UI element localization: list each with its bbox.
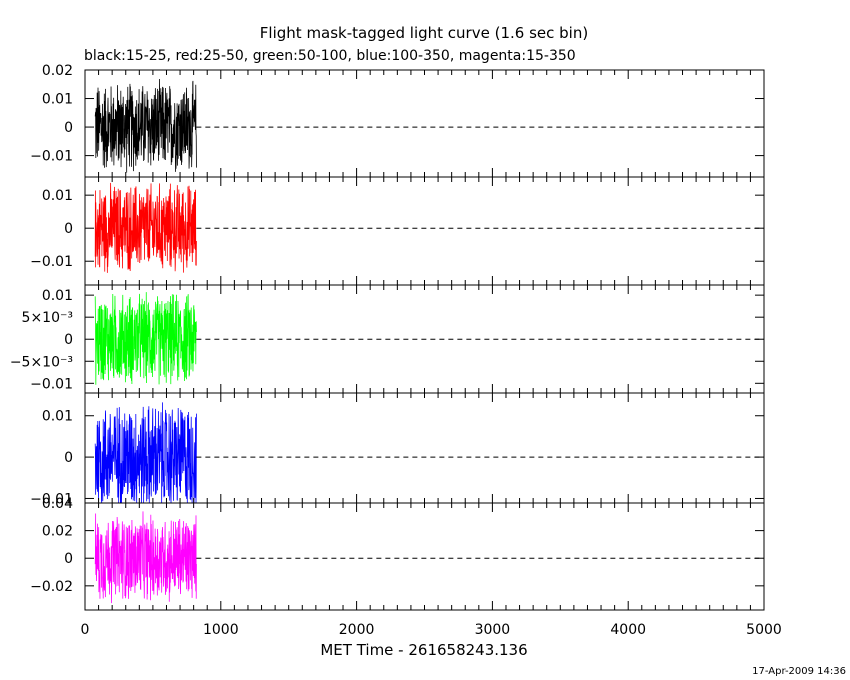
light-curve-50-100: [94, 292, 197, 385]
chart-subtitle: black:15-25, red:25-50, green:50-100, bl…: [84, 48, 576, 64]
y-tick-label: 0: [64, 450, 73, 466]
panel-15-25: 0.02 0.01 0 −0.01: [30, 63, 765, 178]
y-tick-label: 0.01: [42, 188, 73, 204]
x-tick-label: 1000: [203, 622, 239, 638]
y-tick-label: −0.01: [30, 491, 73, 507]
y-tick-label: −0.02: [30, 579, 73, 595]
x-tick-label: 0: [81, 622, 90, 638]
light-curve-25-50: [94, 182, 197, 273]
y-tick-label: 0.01: [42, 92, 73, 108]
y-tick-label: 0: [64, 221, 73, 237]
y-tick-label: 0: [64, 332, 73, 348]
y-tick-label: 5×10⁻³: [22, 310, 73, 326]
chart-title: Flight mask-tagged light curve (1.6 sec …: [260, 24, 588, 42]
x-tick-label: 4000: [610, 622, 646, 638]
panel-100-350: 0.01 0 −0.01: [30, 392, 765, 507]
y-tick-label: 0.01: [42, 288, 73, 304]
panel-25-50: 0.01 0 −0.01: [30, 176, 765, 286]
x-tick-label: 5000: [746, 622, 782, 638]
x-tick-label: 3000: [475, 622, 511, 638]
y-tick-label: −5×10⁻³: [10, 354, 73, 370]
panel-50-100: 0.01 5×10⁻³ 0 −5×10⁻³ −0.01: [10, 284, 765, 394]
y-tick-label: 0: [64, 120, 73, 136]
y-tick-label: −0.01: [30, 149, 73, 165]
light-curve-15-25: [94, 78, 197, 173]
footer-date: 17-Apr-2009 14:36: [752, 666, 846, 677]
y-tick-label: 0: [64, 551, 73, 567]
y-tick-label: −0.01: [30, 376, 73, 392]
y-tick-label: 0.02: [42, 524, 73, 540]
y-tick-label: −0.01: [30, 254, 73, 270]
x-axis-label: MET Time - 261658243.136: [320, 641, 527, 659]
y-tick-label: 0.01: [42, 409, 73, 425]
light-curve-100-350: [94, 402, 197, 504]
x-axis: 0 1000 2000 3000 4000 5000: [81, 622, 782, 638]
x-tick-label: 2000: [339, 622, 375, 638]
panel-15-350: 0.04 0.02 0 −0.02: [30, 496, 765, 611]
y-tick-label: 0.02: [42, 63, 73, 79]
panels-group: 0.02 0.01 0 −0.01 0.01 0 −0.01 0.01 5×10⁻³ 0 −5×10…: [10, 63, 765, 611]
y-tick-label: 0.04: [42, 496, 73, 512]
light-curve-15-350: [94, 511, 197, 604]
